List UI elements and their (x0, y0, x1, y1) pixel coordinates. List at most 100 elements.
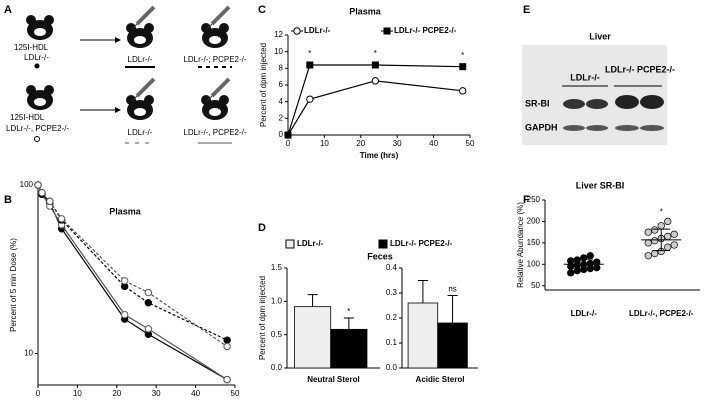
marker (120, 310, 129, 319)
point (670, 241, 678, 249)
series-line (287, 80, 463, 136)
syringe (135, 77, 156, 98)
point (586, 252, 594, 260)
band (640, 125, 664, 131)
y-tick-label: 0.0 (271, 363, 283, 372)
lane-label: LDLr-/- PCPE2-/- (605, 64, 675, 74)
annotation: * (461, 51, 464, 60)
mouse-ear (126, 95, 136, 105)
syringe (210, 77, 231, 98)
mouse-ear (201, 95, 211, 105)
x-tick-label: Acidic Sterol (416, 375, 465, 384)
x-tick-label: 0 (286, 139, 291, 148)
point (573, 256, 581, 264)
band (586, 125, 608, 131)
point (664, 232, 672, 241)
mouse-ear (44, 15, 54, 25)
point (644, 252, 652, 260)
legend-label: LDLr-/- PCPE2-/- (394, 26, 457, 35)
arrow-head (115, 107, 121, 113)
legend-label: LDLr-/- (297, 239, 324, 248)
sd-bar (652, 228, 671, 252)
marker (144, 325, 153, 333)
x-tick-label: 20 (112, 389, 121, 398)
x-tick-label: 10 (320, 139, 329, 148)
band (586, 99, 608, 109)
blot-title: Liver (589, 31, 611, 41)
mouse-face (34, 98, 46, 106)
marker (306, 95, 314, 103)
legend-swatch (378, 239, 388, 249)
needle (131, 95, 138, 102)
band (640, 95, 664, 109)
point (651, 226, 659, 234)
x-tick-label: 30 (152, 389, 161, 398)
y-tick-label: 100 (20, 180, 34, 189)
panel-label: E (523, 4, 530, 16)
marker (223, 375, 231, 384)
y-tick-label: 150 (527, 238, 541, 247)
chart-title: Plasma (109, 206, 142, 216)
sd-bar (574, 258, 593, 270)
tracer-dot (34, 63, 40, 69)
bar (294, 306, 332, 369)
mouse-face (209, 108, 221, 116)
point (567, 269, 575, 277)
y-tick-label: 12 (274, 30, 283, 39)
y-tick-label: 1.0 (271, 296, 283, 305)
x-tick-label: 50 (231, 389, 240, 398)
x-tick-label: LDLr-/- (571, 309, 598, 318)
mouse-face (134, 36, 146, 44)
tracer-dot (34, 136, 40, 142)
marker (120, 277, 129, 285)
legend-swatch (285, 239, 295, 249)
marker (371, 61, 379, 69)
marker (223, 342, 231, 351)
x-tick-label: 40 (429, 139, 438, 148)
mouse-ear (144, 23, 154, 33)
mouse-ear (26, 15, 36, 25)
mouse-ear (44, 85, 54, 95)
mouse-ear (219, 95, 229, 105)
point (644, 228, 652, 236)
panel-label: D (258, 222, 266, 234)
y-tick-label: 8 (279, 63, 284, 72)
marker (371, 77, 380, 85)
syringe (135, 5, 156, 26)
x-tick-label: 10 (73, 389, 82, 398)
mouse-face (134, 108, 146, 116)
y-tick-label: 0.5 (271, 330, 283, 339)
syringe (210, 5, 231, 26)
bar (407, 302, 439, 369)
mouse-ear (219, 23, 229, 33)
tracer-label: 125I-HDL (14, 43, 49, 52)
bar (330, 328, 368, 369)
panel-label: A (4, 4, 12, 16)
y-tick-label: 2 (279, 113, 284, 122)
y-tick-label: 50 (531, 281, 540, 290)
mouse-face (34, 28, 46, 36)
annotation: * (308, 49, 311, 58)
x-tick-label: 40 (191, 389, 200, 398)
x-tick-label: 0 (36, 389, 41, 398)
y-tick-label: 200 (527, 217, 541, 226)
x-axis-label: Time (hrs) (360, 151, 399, 160)
marker (144, 299, 153, 307)
mouse-ear (26, 85, 36, 95)
band-label: SR-BI (525, 98, 550, 108)
lane-label: LDLr-/- (570, 72, 600, 82)
y-tick-label: 0.2 (386, 313, 398, 322)
y-tick-label: 6 (279, 80, 284, 89)
mouse-ear (201, 23, 211, 33)
y-axis-label: Percent of dpm injected (258, 276, 267, 360)
legend-label: LDLr-/- (304, 26, 331, 35)
marker (459, 63, 467, 71)
donor-label: LDLr-/- (24, 53, 49, 62)
y-tick-label: 10 (24, 349, 33, 358)
marker (46, 197, 54, 206)
point (567, 257, 575, 265)
band (615, 125, 639, 131)
y-tick-label: 10 (274, 47, 283, 56)
y-axis-label: Percent of dpm injected (259, 43, 268, 127)
